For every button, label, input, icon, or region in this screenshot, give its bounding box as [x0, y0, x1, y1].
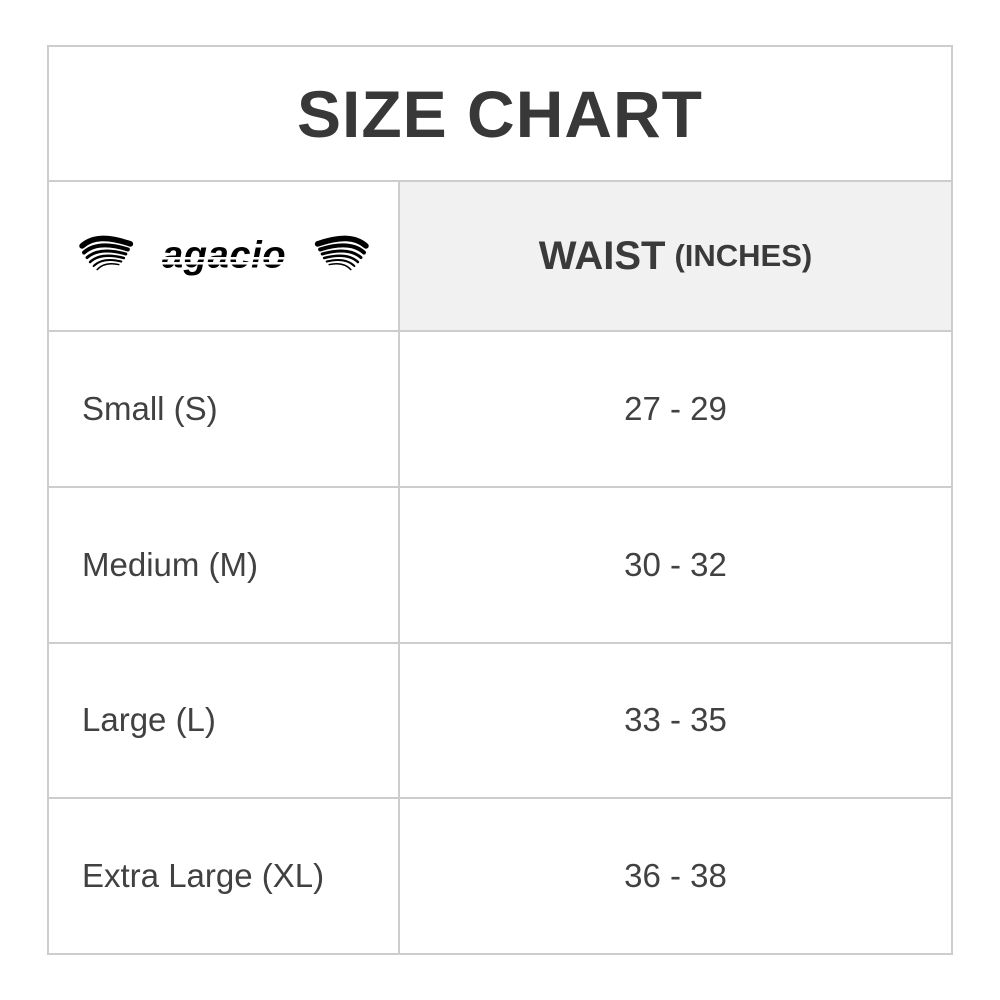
size-label: Large (L) — [82, 701, 216, 739]
waist-header-unit: (INCHES) — [674, 238, 813, 273]
brand-name: agacio — [161, 234, 285, 277]
row-large-waist-cell: 33 - 35 — [400, 643, 951, 798]
row-extra-large-size-cell: Extra Large (XL) — [49, 799, 398, 953]
size-label: Medium (M) — [82, 545, 259, 583]
wing-left-icon — [82, 238, 130, 269]
title-row: SIZE CHART — [49, 47, 951, 180]
waist-header-label: WAIST — [538, 233, 666, 278]
row-medium-size-cell: Medium (M) — [49, 487, 398, 642]
waist-value: 36 - 38 — [624, 857, 727, 895]
waist-value: 33 - 35 — [624, 701, 727, 739]
row-small-waist-cell: 27 - 29 — [400, 332, 951, 486]
size-label: Small (S) — [82, 389, 218, 427]
waist-value: 30 - 32 — [624, 545, 727, 583]
waist-value: 27 - 29 — [624, 389, 727, 427]
row-extra-large-waist-cell: 36 - 38 — [400, 799, 951, 953]
logo-speed-lines — [141, 257, 309, 265]
row-medium-waist-cell: 30 - 32 — [400, 487, 951, 642]
brand-logo: agacio — [78, 234, 370, 277]
row-small-size-cell: Small (S) — [49, 332, 398, 486]
waist-column-header: WAIST (INCHES) — [400, 182, 951, 330]
size-label: Extra Large (XL) — [82, 857, 325, 895]
row-large-size-cell: Large (L) — [49, 643, 398, 798]
brand-logo-cell: agacio — [49, 182, 398, 330]
wing-right-icon — [317, 238, 365, 269]
size-chart-table: SIZE CHART agacio — [47, 45, 953, 955]
page-title: SIZE CHART — [297, 76, 703, 151]
